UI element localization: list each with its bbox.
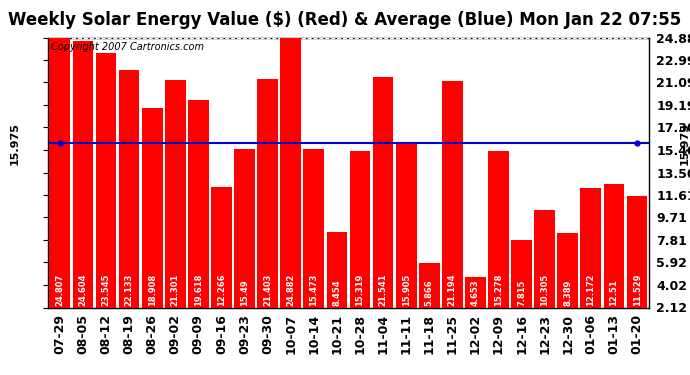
Bar xyxy=(442,81,463,308)
Text: 22.133: 22.133 xyxy=(125,273,134,306)
Bar xyxy=(604,184,624,308)
Bar xyxy=(326,232,347,308)
Text: 15.278: 15.278 xyxy=(494,273,503,306)
Text: 12.51: 12.51 xyxy=(609,279,618,306)
Text: Copyright 2007 Cartronics.com: Copyright 2007 Cartronics.com xyxy=(51,42,204,51)
Text: 21.403: 21.403 xyxy=(263,273,272,306)
Text: 15.905: 15.905 xyxy=(402,273,411,306)
Text: 12.266: 12.266 xyxy=(217,273,226,306)
Bar xyxy=(142,108,163,307)
Bar xyxy=(350,151,371,308)
Bar xyxy=(396,144,417,308)
Bar xyxy=(96,53,117,307)
Bar xyxy=(165,80,186,308)
Bar xyxy=(511,240,532,308)
Bar xyxy=(257,79,278,308)
Bar xyxy=(50,38,70,308)
Bar xyxy=(188,100,209,308)
Text: 24.807: 24.807 xyxy=(55,273,64,306)
Bar xyxy=(304,149,324,308)
Bar xyxy=(465,278,486,308)
Bar xyxy=(580,188,601,308)
Bar xyxy=(534,210,555,308)
Bar xyxy=(558,233,578,308)
Bar xyxy=(280,38,301,308)
Text: 7.815: 7.815 xyxy=(517,279,526,306)
Text: 21.194: 21.194 xyxy=(448,273,457,306)
Text: 5.866: 5.866 xyxy=(425,279,434,306)
Bar xyxy=(72,41,93,308)
Bar xyxy=(488,152,509,308)
Text: 15.473: 15.473 xyxy=(309,273,318,306)
Bar xyxy=(119,70,139,308)
Text: 15.49: 15.49 xyxy=(240,279,249,306)
Text: Weekly Solar Energy Value ($) (Red) & Average (Blue) Mon Jan 22 07:55: Weekly Solar Energy Value ($) (Red) & Av… xyxy=(8,11,682,29)
Text: 18.908: 18.908 xyxy=(148,274,157,306)
Bar xyxy=(419,263,440,308)
Text: 10.305: 10.305 xyxy=(540,273,549,306)
Bar xyxy=(211,187,232,308)
Bar xyxy=(627,196,647,308)
Text: 15.975: 15.975 xyxy=(680,122,689,165)
Text: 4.653: 4.653 xyxy=(471,279,480,306)
Bar xyxy=(234,149,255,308)
Text: 15.975: 15.975 xyxy=(10,122,20,165)
Bar xyxy=(373,77,393,308)
Text: 8.389: 8.389 xyxy=(563,279,572,306)
Text: 12.172: 12.172 xyxy=(586,273,595,306)
Text: 24.604: 24.604 xyxy=(79,273,88,306)
Text: 21.301: 21.301 xyxy=(171,273,180,306)
Text: 11.529: 11.529 xyxy=(633,273,642,306)
Text: 8.454: 8.454 xyxy=(333,279,342,306)
Text: 19.618: 19.618 xyxy=(194,273,203,306)
Text: 15.319: 15.319 xyxy=(355,273,364,306)
Text: 24.882: 24.882 xyxy=(286,273,295,306)
Text: 21.541: 21.541 xyxy=(379,273,388,306)
Text: 23.545: 23.545 xyxy=(101,273,110,306)
